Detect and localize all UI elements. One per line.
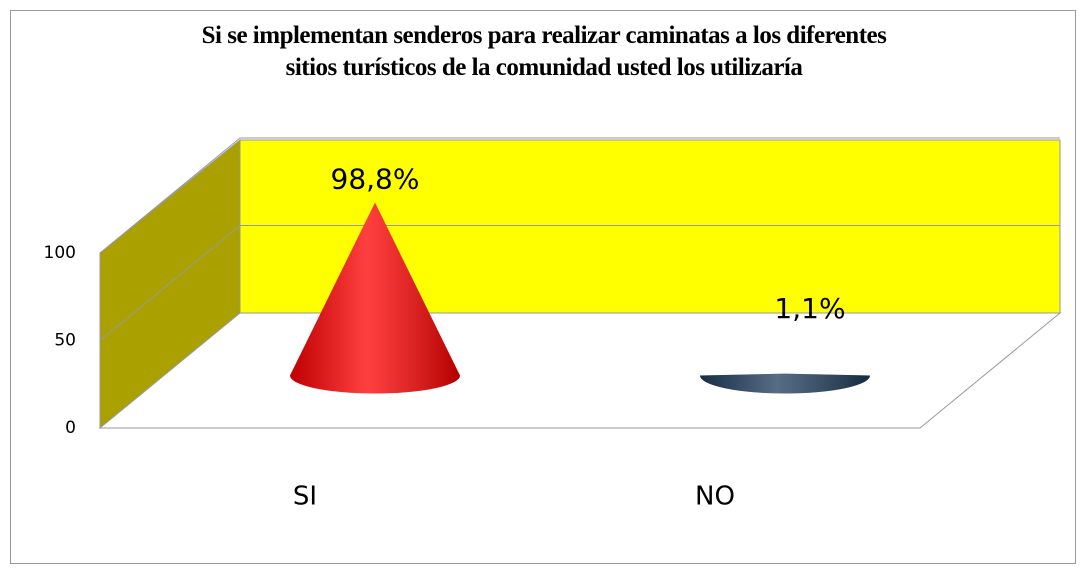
cone-shade (700, 373, 870, 394)
cone-shade (290, 202, 460, 394)
y-tick-label: 50 (54, 331, 76, 351)
chart-title: Si se implementan senderos para realizar… (201, 22, 887, 81)
chart-border (10, 10, 1076, 564)
y-tick-label: 0 (65, 418, 76, 438)
x-tick-label: SI (293, 482, 317, 512)
data-label: 1,1% (774, 292, 845, 325)
floor (98, 312, 1062, 429)
grid-line (99, 225, 1060, 341)
grid-line (99, 137, 1060, 254)
data-label: 98,8% (331, 163, 420, 196)
y-tick-label: 100 (44, 243, 76, 263)
x-tick-label: NO (695, 482, 735, 512)
